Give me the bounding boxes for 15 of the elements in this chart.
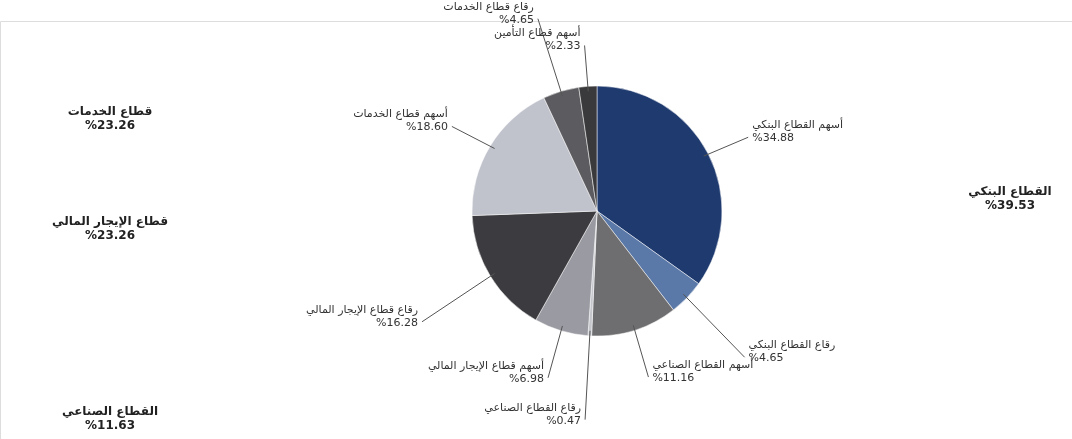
data-label: %11.16 [652,371,695,385]
slice-label: رقاع قطاع الإيجار المالي [306,302,419,316]
data-label: %18.60 [405,120,448,134]
slice-label: أسهم قطاع التأمين [494,24,581,40]
data-label: %6.98 [509,371,545,385]
slice-label: رقاع قطاع الخدمات [443,0,534,13]
data-label: %16.28 [376,315,419,329]
slice-label: أسهم قطاع الخدمات [353,106,448,121]
data-label: %2.33 [545,39,581,53]
data-label: %0.47 [546,413,582,427]
slice-label: رقاع القطاع البنكي [748,338,836,352]
slice-label: أسهم القطاع البنكي [752,117,844,132]
slice-label: أسهم قطاع الإيجار المالي [427,357,545,372]
data-label: %34.88 [752,131,795,145]
slice-label: رقاع القطاع الصناعي [484,400,582,414]
